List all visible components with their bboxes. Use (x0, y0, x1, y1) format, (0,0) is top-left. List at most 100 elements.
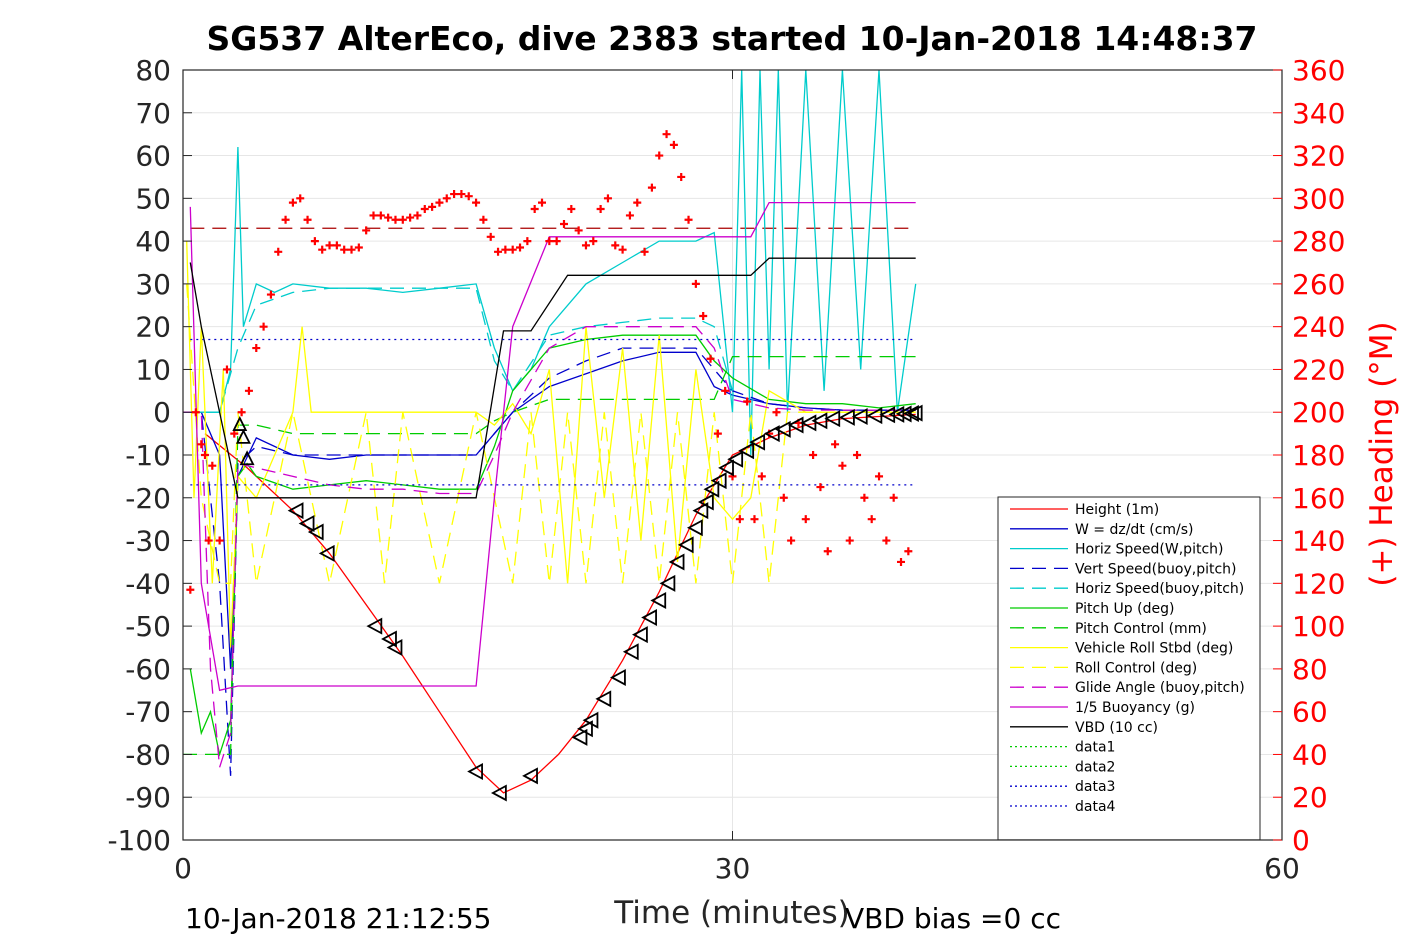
heading-point (559, 220, 568, 228)
y2-tick-label: 340 (1292, 97, 1345, 130)
heading-point (406, 213, 415, 222)
depth-marker (366, 617, 383, 635)
depth-marker (610, 668, 626, 686)
y-tick-label: 30 (135, 268, 171, 301)
y-tick-label: 80 (135, 54, 171, 87)
heading-point (735, 515, 744, 524)
y-tick-label: -80 (125, 738, 171, 771)
series-line-9 (183, 326, 916, 768)
y-tick-label: -90 (125, 781, 171, 814)
heading-point (244, 386, 253, 395)
series-line-4 (183, 287, 734, 413)
y-tick-label: -40 (125, 567, 171, 600)
depth-marker (888, 405, 905, 423)
heading-point (494, 247, 503, 256)
heading-point (362, 226, 371, 235)
series-line-3 (183, 347, 916, 776)
heading-point (860, 493, 869, 502)
y2-tick-label: 360 (1292, 54, 1345, 87)
heading-point (801, 515, 810, 524)
y2-tick-label: 200 (1292, 396, 1345, 429)
depth-marker (235, 428, 251, 444)
y-tick-label: 40 (135, 225, 171, 258)
heading-point (853, 451, 862, 459)
heading-point (581, 241, 590, 250)
heading-point (603, 194, 612, 203)
legend-entry: Horiz Speed(W,pitch) (1075, 542, 1223, 558)
y-tick-label: -30 (125, 525, 171, 558)
y2-tick-label: 320 (1292, 140, 1345, 173)
heading-point (303, 215, 312, 224)
legend-entry: Pitch Control (mm) (1075, 621, 1207, 637)
legend-entry: Height (1m) (1075, 502, 1159, 518)
legend-entry: data4 (1075, 799, 1116, 815)
depth-marker (650, 591, 667, 609)
footer-timestamp: 10-Jan-2018 21:12:55 (185, 902, 491, 935)
legend-entry: Horiz Speed(buoy,pitch) (1075, 581, 1244, 597)
series-line-2 (183, 70, 917, 456)
depth-marker (677, 536, 694, 554)
depth-marker (800, 414, 817, 432)
heading-point (486, 232, 495, 241)
heading-point (713, 429, 722, 438)
legend-entry: data3 (1075, 779, 1115, 795)
y-tick-label: -10 (125, 439, 171, 472)
heading-point (574, 226, 583, 235)
heading-point (428, 202, 437, 211)
x-tick-label: 60 (1264, 852, 1300, 885)
y2-tick-label: 280 (1292, 225, 1345, 258)
heading-point (332, 241, 341, 250)
heading-point (823, 547, 832, 556)
heading-point (655, 151, 664, 160)
legend-entry: VBD (10 cc) (1075, 720, 1158, 736)
heading-point (479, 215, 488, 224)
heading-point (376, 211, 385, 220)
heading-point (266, 290, 275, 299)
heading-point (677, 172, 686, 181)
heading-point (222, 365, 231, 374)
heading-point (538, 198, 547, 207)
legend (997, 496, 1261, 841)
y2-tick-label: 100 (1292, 610, 1345, 643)
heading-point (618, 245, 627, 254)
depth-marker (824, 410, 841, 428)
heading-point (204, 536, 213, 545)
y-tick-label: 10 (135, 353, 171, 386)
depth-marker (298, 514, 315, 532)
legend-entry: W = dz/dt (cm/s) (1075, 522, 1194, 538)
x-axis-label: Time (minutes) (613, 895, 849, 931)
y-tick-label: 20 (135, 311, 171, 344)
heading-point (215, 536, 224, 545)
legend-entry: data1 (1075, 740, 1115, 756)
heading-point (197, 440, 206, 449)
y-tick-label: -60 (125, 653, 171, 686)
heading-point (296, 194, 305, 203)
heading-point (662, 130, 671, 139)
y2-tick-label: 140 (1292, 525, 1345, 558)
heading-point (200, 451, 209, 459)
depth-marker (287, 502, 304, 520)
y-tick-label: 60 (135, 140, 171, 173)
heading-point (779, 493, 788, 502)
depth-marker (774, 420, 791, 438)
y-tick-label: 0 (153, 396, 171, 429)
heading-point (523, 237, 532, 246)
depth-marker (718, 459, 734, 477)
y2-tick-label: 60 (1292, 696, 1328, 729)
depth-marker (641, 609, 657, 627)
legend-entry: Glide Angle (buoy,pitch) (1075, 680, 1245, 696)
depth-marker (738, 442, 755, 460)
heading-point (596, 205, 605, 214)
heading-point (191, 408, 200, 417)
depth-marker (749, 433, 766, 451)
heading-point (633, 198, 642, 207)
depth-marker (703, 480, 720, 498)
heading-point (845, 536, 854, 545)
depth-marker (232, 416, 248, 431)
depth-marker (686, 519, 703, 537)
legend-entry: Vert Speed(buoy,pitch) (1075, 561, 1237, 577)
heading-point (867, 515, 876, 524)
legend-entry: Roll Control (deg) (1075, 660, 1197, 676)
depth-marker (879, 406, 896, 424)
